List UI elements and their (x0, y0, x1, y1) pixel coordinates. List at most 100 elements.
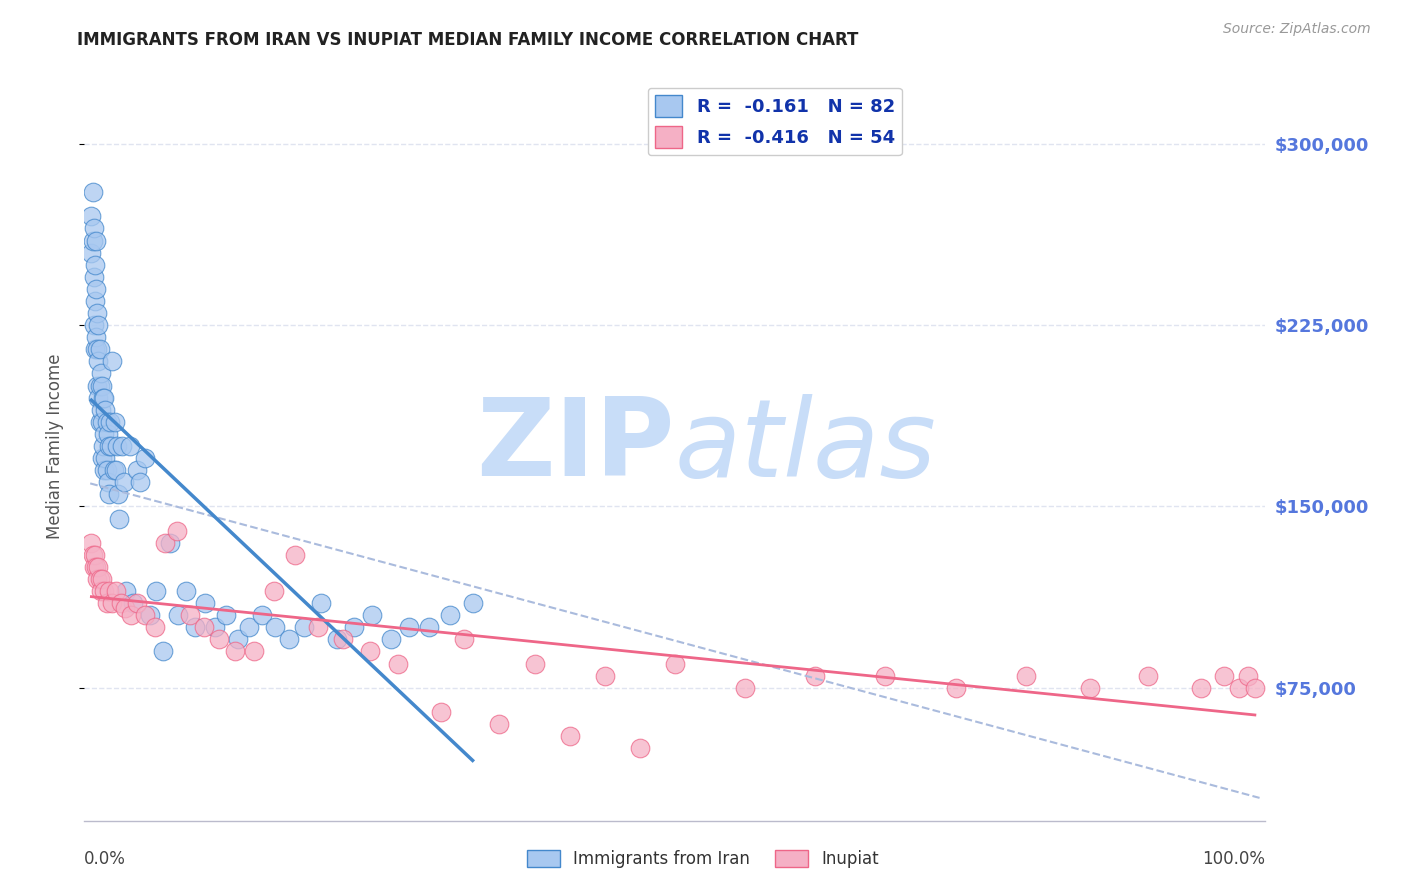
Point (104, 584, 127, 599)
Point (167, 608, 190, 623)
Point (90, 378, 112, 392)
Point (129, 475, 152, 490)
Point (83, 221, 105, 235)
Point (82, 185, 104, 199)
Point (250, 608, 273, 623)
Point (91, 439, 114, 453)
Point (120, 608, 142, 623)
Point (1227, 681, 1250, 695)
Point (332, 632, 354, 647)
Point (593, 668, 616, 682)
Point (89, 415, 111, 429)
Point (628, 741, 651, 756)
Point (134, 451, 156, 466)
Point (84, 330, 107, 344)
Point (292, 620, 315, 634)
Text: Source: ZipAtlas.com: Source: ZipAtlas.com (1223, 22, 1371, 37)
Point (159, 535, 181, 549)
Point (143, 620, 166, 634)
Point (90, 415, 112, 429)
Point (488, 717, 510, 731)
Point (82, 548, 104, 562)
Point (309, 596, 332, 610)
Point (87, 559, 110, 574)
Point (243, 644, 266, 658)
Point (179, 608, 201, 623)
Point (87, 318, 110, 333)
Point (326, 632, 349, 647)
Point (204, 620, 226, 634)
Point (97, 584, 120, 599)
Point (278, 632, 301, 647)
Point (114, 601, 136, 615)
Point (152, 644, 174, 658)
Point (101, 596, 124, 610)
Point (83, 258, 105, 272)
Point (97, 439, 120, 453)
Point (86, 378, 108, 392)
Point (453, 632, 475, 647)
Point (83, 293, 105, 308)
Point (87, 391, 110, 405)
Point (1237, 668, 1260, 682)
Point (90, 451, 112, 466)
Point (97, 475, 120, 490)
Point (359, 644, 381, 658)
Y-axis label: Median Family Income: Median Family Income (45, 353, 63, 539)
Point (91, 391, 114, 405)
Point (111, 439, 134, 453)
Point (193, 620, 215, 634)
Point (1189, 681, 1212, 695)
Point (1078, 681, 1101, 695)
Point (875, 668, 897, 682)
Point (83, 559, 105, 574)
Text: IMMIGRANTS FROM IRAN VS INUPIAT MEDIAN FAMILY INCOME CORRELATION CHART: IMMIGRANTS FROM IRAN VS INUPIAT MEDIAN F… (77, 31, 859, 49)
Point (264, 620, 287, 634)
Point (224, 644, 246, 658)
Point (184, 620, 207, 634)
Point (558, 729, 581, 743)
Point (96, 596, 118, 610)
Point (84, 559, 107, 574)
Point (461, 596, 484, 610)
Point (166, 524, 188, 538)
Point (83, 269, 105, 284)
Point (361, 608, 384, 623)
Point (238, 620, 260, 634)
Point (83, 318, 105, 333)
Point (343, 620, 366, 634)
Point (108, 511, 131, 525)
Point (439, 608, 461, 623)
Point (86, 343, 108, 357)
Point (110, 596, 132, 610)
Point (174, 584, 197, 599)
Point (94, 402, 117, 417)
Point (96, 463, 118, 477)
Point (134, 608, 156, 623)
Point (84, 234, 107, 248)
Point (115, 584, 138, 599)
Point (103, 463, 125, 477)
Point (139, 608, 162, 623)
Point (90, 367, 112, 381)
Point (101, 354, 124, 368)
Point (1137, 668, 1160, 682)
Point (118, 439, 141, 453)
Point (284, 548, 307, 562)
Point (93, 426, 115, 441)
Point (84, 282, 107, 296)
Point (112, 475, 135, 490)
Point (104, 415, 127, 429)
Point (145, 584, 167, 599)
Legend: R =  -0.161   N = 82, R =  -0.416   N = 54: R = -0.161 N = 82, R = -0.416 N = 54 (648, 88, 903, 155)
Point (523, 657, 546, 671)
Point (125, 463, 148, 477)
Point (83, 548, 105, 562)
Point (90, 584, 112, 599)
Point (80, 535, 103, 549)
Point (89, 343, 111, 357)
Point (93, 463, 115, 477)
Point (307, 620, 329, 634)
Text: ZIP: ZIP (477, 393, 675, 499)
Point (80, 245, 103, 260)
